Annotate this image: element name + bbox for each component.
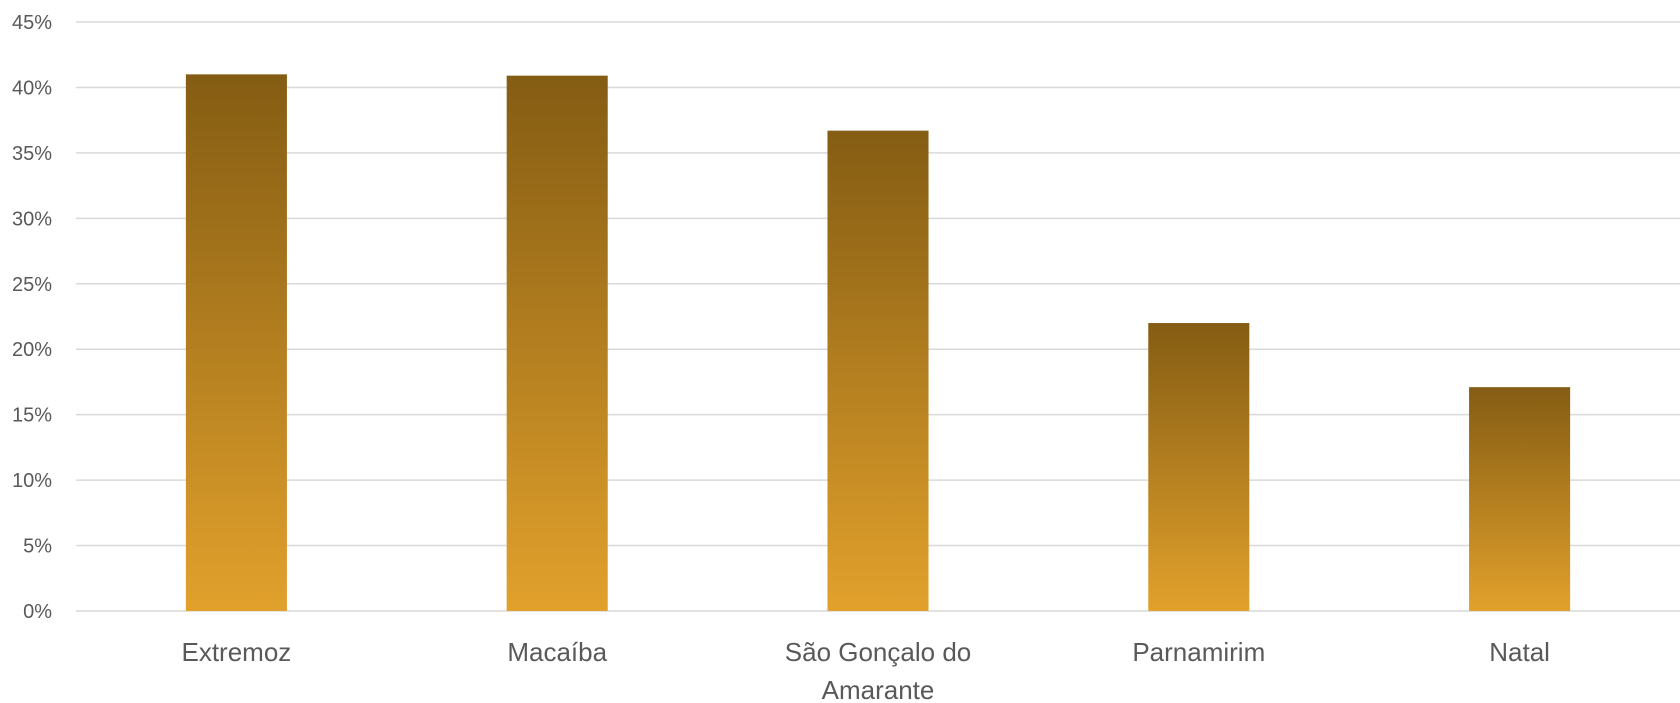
bar [1148,323,1250,611]
bar [506,75,608,612]
y-tick-label: 40% [12,77,52,99]
y-tick-label: 0% [23,601,52,623]
y-tick-label: 35% [12,143,52,165]
y-tick-label: 30% [12,208,52,230]
bars [185,74,1571,612]
y-tick-label: 15% [12,405,52,427]
bar [1469,387,1571,611]
y-tick-label: 25% [12,274,52,296]
y-tick-label: 5% [23,536,52,558]
bar [185,74,287,612]
x-tick-label: São Gonçalo do Amarante [785,637,971,703]
x-tick-label: Parnamirim [1132,637,1265,667]
x-axis-tick-labels: Extremoz Macaíba São Gonçalo do Amarante Par… [181,637,1549,703]
x-tick-label: Extremoz [181,637,291,667]
y-axis-tick-labels: 0% 5% 10% 15% 20% 25% 30% 35% 40% 45% [12,12,52,623]
y-tick-label: 45% [12,12,52,34]
y-tick-label: 10% [12,470,52,492]
x-tick-label: Natal [1489,637,1550,667]
y-tick-label: 20% [12,339,52,361]
x-tick-label: Macaíba [507,637,607,667]
bar [827,130,929,612]
